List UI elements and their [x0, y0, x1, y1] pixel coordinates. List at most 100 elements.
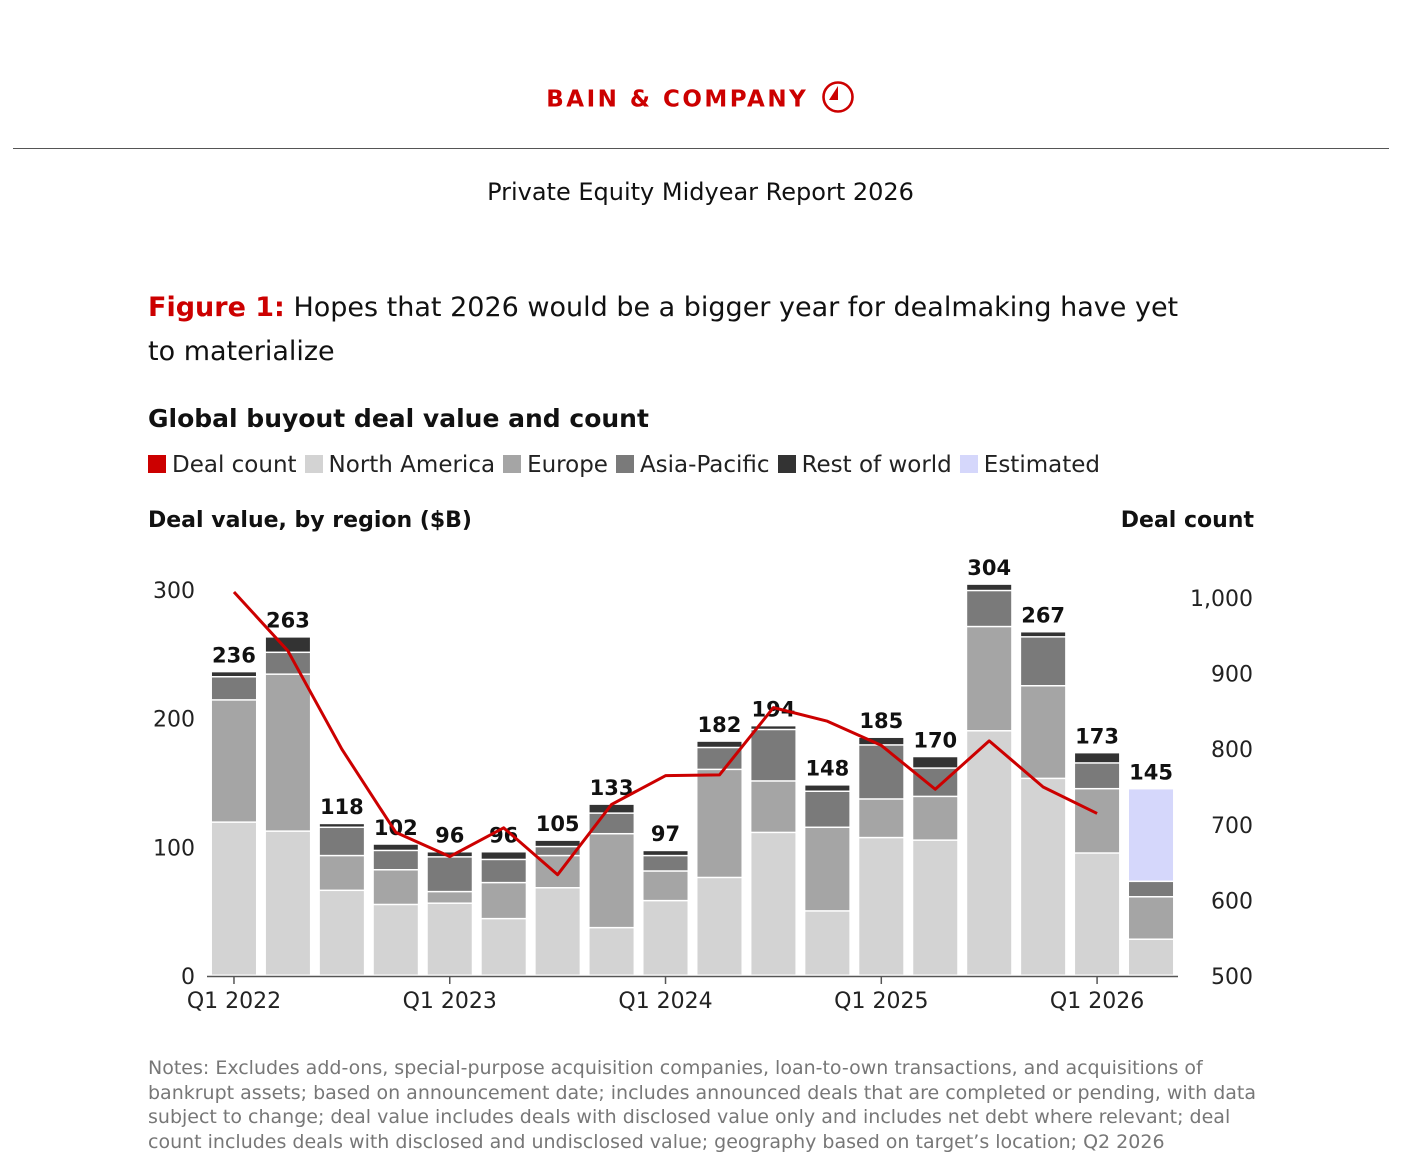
bar-segment [427, 892, 472, 903]
x-tick-label: Q1 2022 [187, 989, 281, 1014]
bar-segment [211, 677, 256, 700]
y2-tick-label: 900 [1211, 663, 1253, 688]
bar-total-label: 148 [805, 757, 849, 781]
legend-swatch [148, 455, 166, 473]
bar-segment [805, 828, 850, 911]
bar-segment [643, 856, 688, 871]
bar-segment [751, 730, 796, 781]
y2-tick-label: 500 [1211, 965, 1253, 990]
bar-segment [697, 741, 742, 747]
bar-segment [1129, 789, 1174, 881]
bar-segment [913, 757, 958, 768]
report-title: Private Equity Midyear Report 2026 [487, 178, 914, 206]
legend-item: Estimated [959, 452, 1100, 478]
bar-segment [805, 911, 850, 975]
bar-total-label: 102 [374, 816, 418, 840]
deal-count-line [232, 590, 1098, 877]
bar-segment [859, 745, 904, 799]
bar-total-label: 170 [913, 728, 957, 752]
bar-segment [1129, 882, 1174, 897]
bar-total-label: 97 [651, 822, 680, 846]
y2-tick-label: 700 [1211, 814, 1253, 839]
legend-label: Asia-Pacific [639, 452, 770, 478]
brand: BAIN & COMPANY [0, 80, 1401, 119]
bar-segment [805, 785, 850, 791]
bar-segment [1021, 637, 1066, 685]
legend-label: Europe [527, 452, 608, 478]
bar-segment [967, 584, 1012, 590]
bar-segment [481, 860, 526, 882]
legend-swatch [615, 455, 634, 473]
bar-segment [535, 840, 580, 846]
bar-segment [211, 700, 256, 822]
bar-segment [697, 748, 742, 769]
bar-segment [1021, 779, 1066, 975]
y-tick-label: 0 [181, 965, 195, 990]
bar-segment [1075, 853, 1120, 975]
bar-segment [589, 928, 634, 975]
bar-segment [481, 852, 526, 859]
legend-item: Rest of world [777, 452, 952, 478]
y2-tick-label: 600 [1211, 889, 1253, 914]
y-tick-label: 100 [153, 836, 195, 861]
legend-item: North America [304, 452, 495, 478]
deal-chart: 0 100 200 300 500 600 700 800 900 1,000 236 263 118 1… [153, 556, 1253, 1014]
bar-total-label: 185 [859, 709, 903, 733]
y2-axis-title: Deal count [1120, 508, 1254, 533]
bar-segment [859, 737, 904, 745]
bar-segment [751, 833, 796, 975]
bar-segment [643, 901, 688, 975]
bar-segment [697, 878, 742, 975]
bar-segment [265, 653, 310, 674]
bar-segment [373, 870, 418, 904]
legend-label: Estimated [983, 452, 1100, 478]
bar-total-label: 105 [536, 812, 580, 836]
bar-segment [1129, 939, 1174, 975]
bar-segment [265, 674, 310, 831]
bar-total-label: 96 [435, 823, 464, 847]
bar-segment [427, 852, 472, 857]
bar-total-label: 236 [212, 643, 256, 667]
bar-segment [1021, 632, 1066, 637]
bar-total-label: 267 [1021, 603, 1065, 627]
bar-segment [373, 851, 418, 869]
bar-segment [373, 844, 418, 850]
bar-segment [643, 871, 688, 900]
bar-total-label: 304 [967, 556, 1011, 580]
legend-label: Deal count [172, 452, 297, 478]
bar-total-label: 118 [320, 795, 364, 819]
bar-segment [319, 891, 364, 975]
bar-segment [589, 834, 634, 927]
legend-swatch [304, 455, 323, 473]
bar-segment [589, 804, 634, 813]
bar-segment [319, 856, 364, 890]
bain-logo-icon [821, 80, 855, 119]
legend-swatch [777, 455, 796, 473]
bar-segment [319, 828, 364, 855]
bar-segment [859, 799, 904, 837]
chart-title: Global buyout deal value and count [148, 404, 649, 433]
bar-segment [1075, 763, 1120, 788]
bar-segment [643, 851, 688, 855]
bar-segment [1075, 753, 1120, 763]
legend-item: Deal count [148, 452, 297, 478]
bar-segment [427, 857, 472, 891]
bar-total-label: 173 [1075, 724, 1119, 748]
bar-segment [751, 781, 796, 832]
bar-segment [427, 903, 472, 975]
figure-label: Figure 1: [148, 292, 285, 323]
bar-segment [535, 888, 580, 975]
bar-segment [211, 672, 256, 676]
bar-segment [319, 824, 364, 827]
x-tick-label: Q1 2023 [403, 989, 497, 1014]
legend-label: Rest of world [801, 452, 952, 478]
bar-segment [535, 847, 580, 855]
y2-tick-label: 800 [1211, 738, 1253, 763]
bar-segment [967, 627, 1012, 731]
bar-segment [913, 768, 958, 796]
y-tick-label: 300 [153, 579, 195, 604]
bar-segment [373, 905, 418, 975]
bar-segment [1129, 897, 1174, 939]
bar-segment [967, 731, 1012, 975]
y-tick-label: 200 [153, 708, 195, 733]
